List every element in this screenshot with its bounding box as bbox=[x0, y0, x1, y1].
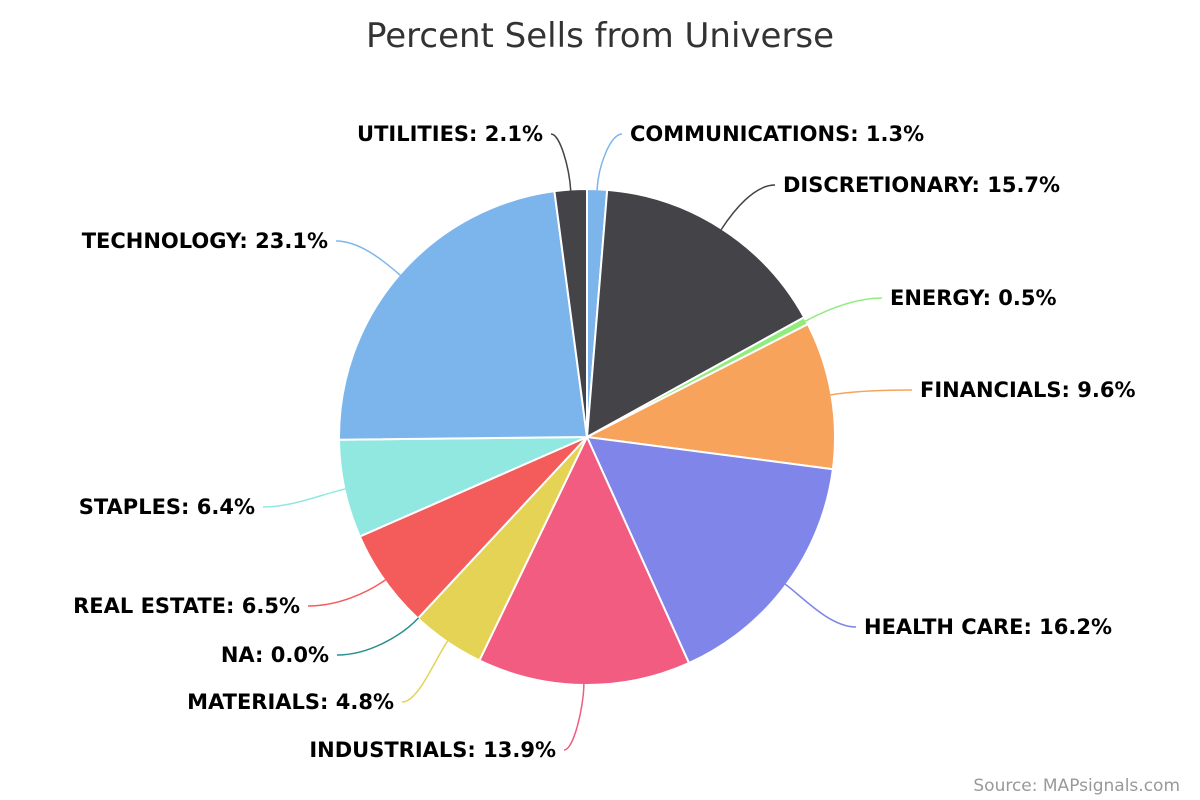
connector-health-care bbox=[784, 583, 857, 628]
data-labels: COMMUNICATIONS: 1.3% DISCRETIONARY: 15.7%… bbox=[73, 122, 1135, 762]
source-credit[interactable]: Source: MAPsignals.com bbox=[973, 776, 1180, 796]
slice-technology[interactable] bbox=[338, 190, 588, 441]
label-health-care: HEALTH CARE: 16.2% bbox=[864, 615, 1112, 639]
pie-slices bbox=[338, 188, 836, 686]
connector-industrials bbox=[563, 683, 585, 751]
label-industrials: INDUSTRIALS: 13.9% bbox=[309, 738, 556, 762]
label-connectors bbox=[262, 133, 913, 751]
connector-staples bbox=[262, 488, 346, 508]
label-na: NA: 0.0% bbox=[221, 643, 329, 667]
connector-discretionary bbox=[720, 184, 776, 231]
chart-title: Percent Sells from Universe bbox=[366, 16, 834, 56]
label-real-estate: REAL ESTATE: 6.5% bbox=[73, 594, 300, 618]
label-materials: MATERIALS: 4.8% bbox=[187, 690, 394, 714]
connector-financials bbox=[830, 389, 913, 396]
connector-communications bbox=[596, 133, 623, 191]
connector-technology bbox=[335, 240, 401, 276]
connector-real-estate bbox=[307, 579, 386, 607]
label-utilities: UTILITIES: 2.1% bbox=[357, 122, 543, 146]
label-technology: TECHNOLOGY: 23.1% bbox=[82, 229, 328, 253]
connector-na bbox=[336, 617, 420, 656]
connector-materials bbox=[401, 640, 449, 703]
connector-utilities bbox=[550, 133, 572, 191]
label-staples: STAPLES: 6.4% bbox=[79, 495, 255, 519]
label-discretionary: DISCRETIONARY: 15.7% bbox=[783, 173, 1060, 197]
label-communications: COMMUNICATIONS: 1.3% bbox=[630, 122, 924, 146]
label-financials: FINANCIALS: 9.6% bbox=[920, 378, 1136, 402]
label-energy: ENERGY: 0.5% bbox=[890, 286, 1057, 310]
connector-energy bbox=[804, 297, 883, 322]
